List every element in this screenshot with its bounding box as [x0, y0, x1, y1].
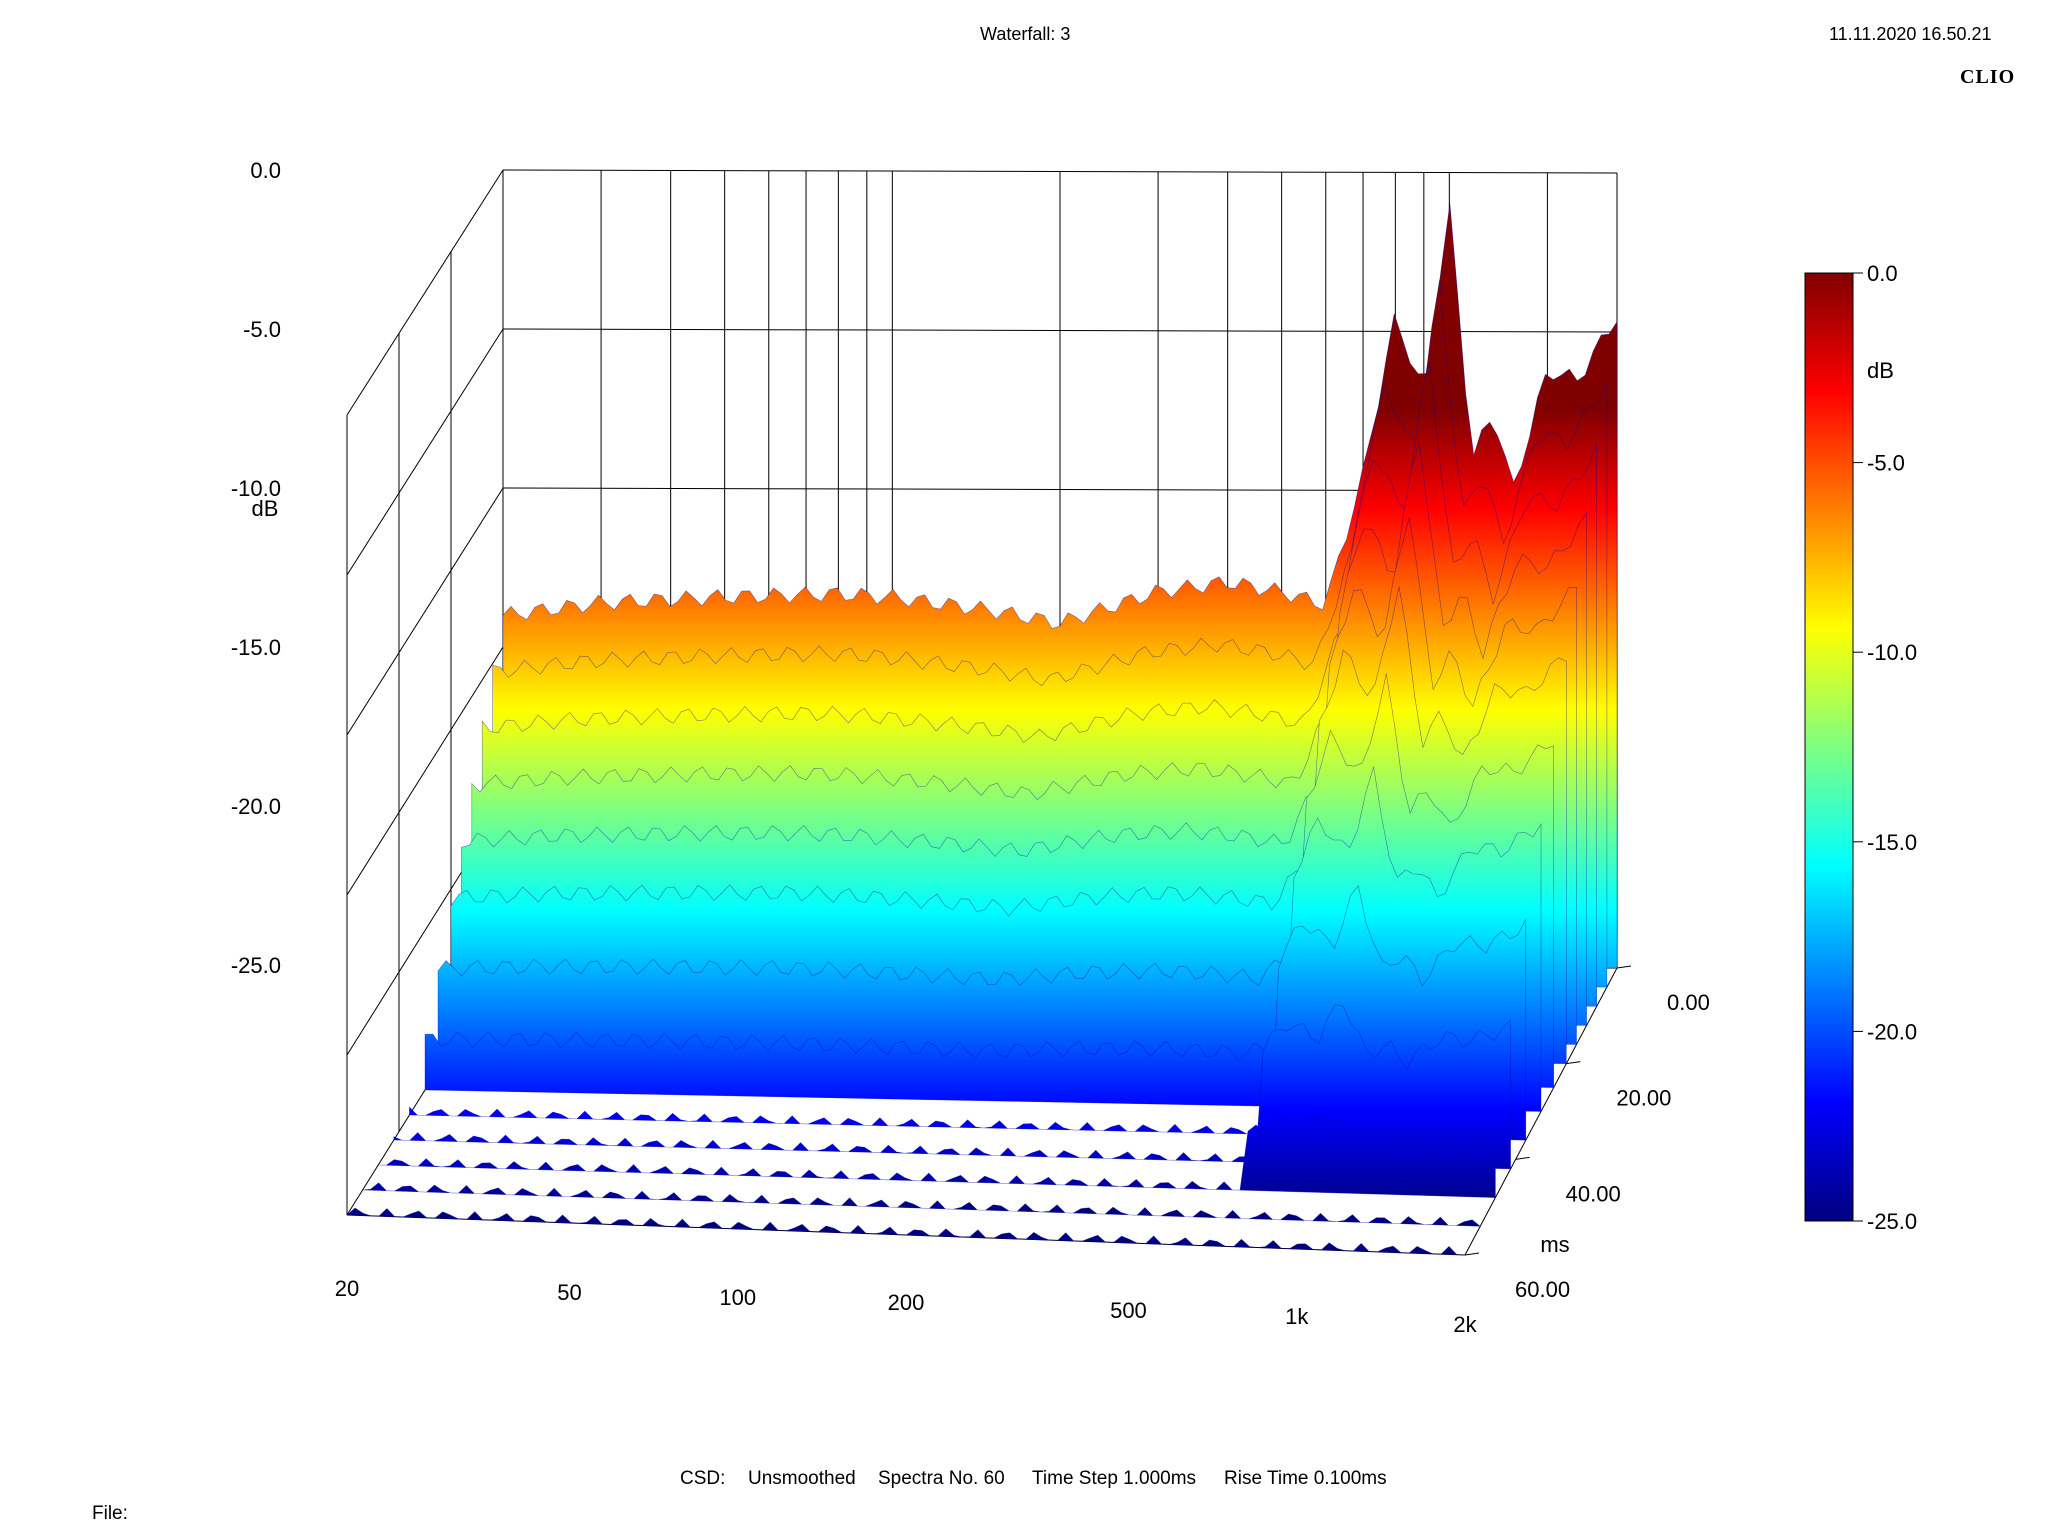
axis-labels: 0.0 -5.0 -10.0 -15.0 -20.0 -25.0 dB 20 50 100 200 5… [231, 158, 1710, 1337]
time-tick-label: 0.00 [1667, 990, 1710, 1015]
clio-logo: CLIO [1960, 66, 2016, 88]
time-tick-label: 20.00 [1616, 1086, 1671, 1111]
db-gridline-side [346, 328, 504, 576]
colorbar-tick-label: 0.0 [1867, 261, 1898, 286]
colorbar-unit-label: dB [1867, 358, 1894, 383]
time-tick [1616, 965, 1632, 969]
db-tick-label: -20.0 [231, 794, 281, 819]
footer-time-step: Time Step 1.000ms [1032, 1468, 1197, 1489]
footer-rise-time: Rise Time 0.100ms [1224, 1468, 1387, 1489]
freq-tick-label: 50 [557, 1280, 581, 1305]
db-tick-label: 0.0 [250, 158, 281, 183]
time-tick-label: 60.00 [1515, 1277, 1570, 1302]
time-tick-label: 40.00 [1566, 1181, 1621, 1206]
freq-tick-label: 2k [1453, 1312, 1477, 1337]
freq-tick-label: 100 [719, 1285, 756, 1310]
db-unit-label: dB [252, 496, 279, 521]
time-unit-label: ms [1540, 1232, 1569, 1257]
footer-file-label: File: [92, 1503, 128, 1524]
waterfall-slice [437, 673, 1554, 1088]
db-gridline-side [346, 646, 504, 896]
footer-smoothing: Unsmoothed [748, 1468, 856, 1489]
footer-spectra: Spectra No. 60 [878, 1468, 1005, 1489]
db-tick-label: -5.0 [243, 317, 281, 342]
waterfall-slice [378, 1116, 1496, 1198]
time-tick [1515, 1156, 1530, 1160]
chart-title: Waterfall: 3 [980, 24, 1071, 44]
colorbar: 0.0 -5.0 -10.0 -15.0 -20.0 -25.0 dB [1804, 261, 1917, 1234]
colorbar-tick-label: -15.0 [1867, 830, 1917, 855]
timestamp: 11.11.2020 16.50.21 [1829, 24, 1992, 44]
freq-tick-label: 200 [888, 1290, 925, 1315]
waterfall-slice [362, 1182, 1482, 1227]
db-gridline-side [346, 487, 504, 736]
colorbar-gradient [1804, 272, 1854, 1222]
colorbar-tick-label: -20.0 [1867, 1019, 1917, 1044]
time-tick [1464, 1252, 1480, 1256]
db-tick-label: -25.0 [231, 953, 281, 978]
freq-tick-label: 500 [1110, 1298, 1147, 1323]
colorbar-tick-label: -10.0 [1867, 640, 1917, 665]
freq-tick-label: 20 [335, 1276, 359, 1301]
db-gridline-side [346, 169, 504, 416]
colorbar-tick-label: -25.0 [1867, 1209, 1917, 1234]
db-tick-label: -10.0 [231, 476, 281, 501]
db-tick-label: -15.0 [231, 635, 281, 660]
waterfall-surface [346, 203, 1618, 1256]
freq-tick-label: 1k [1285, 1304, 1309, 1329]
colorbar-tick-label: -5.0 [1867, 451, 1905, 476]
footer-csd: CSD: [680, 1468, 726, 1489]
time-tick [1566, 1061, 1581, 1065]
db-gridline-back [502, 169, 1618, 174]
waterfall-slice [346, 1207, 1466, 1256]
